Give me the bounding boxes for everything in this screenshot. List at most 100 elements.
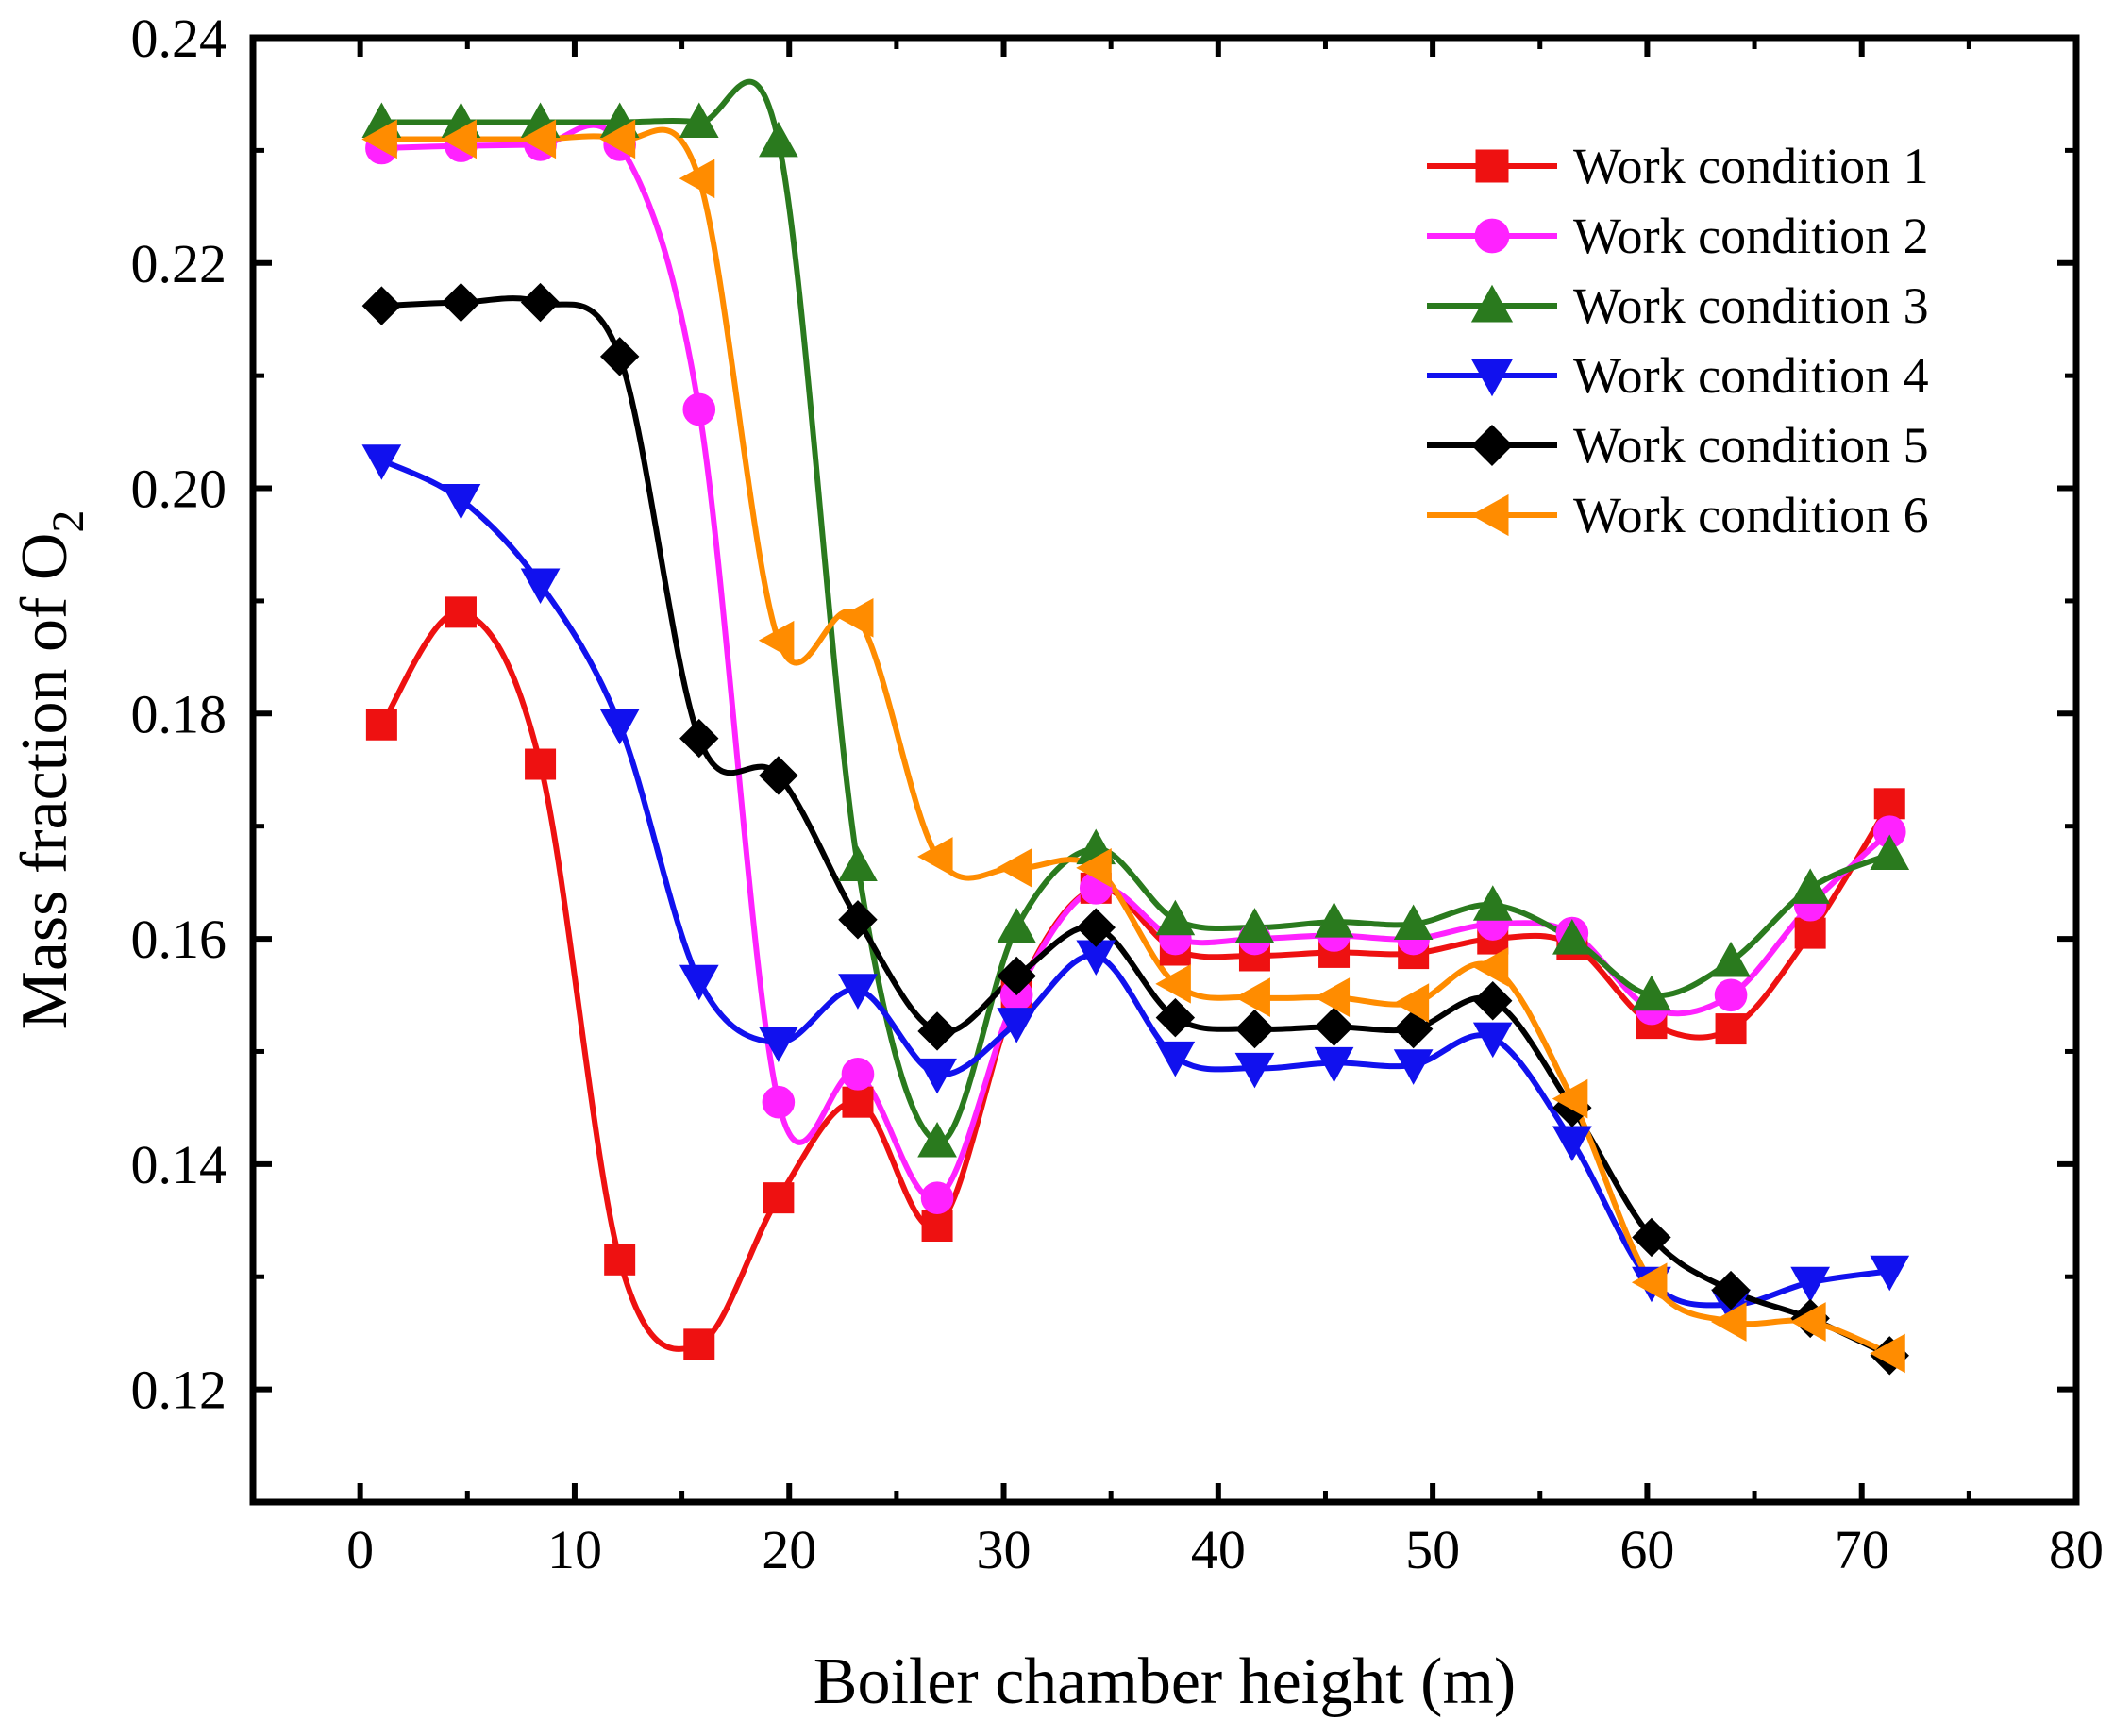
series-5-point xyxy=(1393,1009,1434,1049)
series-6-point xyxy=(758,620,795,660)
legend-marker-3 xyxy=(1470,284,1514,323)
series-3-point xyxy=(1314,902,1354,938)
series-line-6 xyxy=(381,126,1891,1357)
y-tick-label: 0.24 xyxy=(131,8,227,69)
series-4-point xyxy=(1314,1046,1354,1083)
series-6-point xyxy=(1155,963,1191,1004)
series-6-point xyxy=(1631,1262,1668,1303)
series-markers xyxy=(361,102,1910,1376)
series-5-point xyxy=(599,337,640,376)
series-4-point xyxy=(520,568,561,605)
y-tick-label: 0.12 xyxy=(131,1360,227,1421)
series-5-point xyxy=(838,900,878,940)
series-6-point xyxy=(1234,977,1270,1018)
series-6-point xyxy=(997,848,1032,888)
series-5-point xyxy=(1711,1270,1751,1310)
series-6-point xyxy=(1790,1302,1826,1342)
x-tick-label: 50 xyxy=(1405,1519,1460,1580)
series-3-point xyxy=(1552,919,1592,955)
series-1-point xyxy=(604,1244,636,1276)
y-tick-label: 0.16 xyxy=(131,909,227,970)
y-tick-labels: 0.12 0.14 0.16 0.18 0.20 0.22 0.24 xyxy=(131,8,227,1421)
x-tick-label: 30 xyxy=(977,1519,1032,1580)
series-3-point xyxy=(1393,904,1434,941)
svg-text:Mass fraction of O2: Mass fraction of O2 xyxy=(8,510,93,1030)
y-axis-title-subscript: 2 xyxy=(43,510,93,533)
series-1-point xyxy=(365,709,397,741)
series-3-point xyxy=(1870,834,1910,871)
series-3-point xyxy=(1790,868,1831,904)
series-1-point xyxy=(763,1182,795,1214)
series-5-point xyxy=(361,286,402,326)
series-4-point xyxy=(1472,1022,1513,1059)
series-4-point xyxy=(599,709,640,745)
series-6-point xyxy=(1076,848,1112,888)
series-4-point xyxy=(838,974,878,1010)
series-1-point xyxy=(445,596,477,628)
series-6-point xyxy=(917,837,953,876)
series-6-point xyxy=(679,159,715,199)
x-axis-title: Boiler chamber height (m) xyxy=(814,1645,1516,1718)
series-1-point xyxy=(1794,917,1826,949)
series-6-point xyxy=(1711,1302,1747,1342)
series-5-point xyxy=(1632,1217,1671,1258)
series-6-point xyxy=(1314,977,1351,1018)
legend-label-5: Work condition 5 xyxy=(1573,417,1929,474)
legend-marker-1 xyxy=(1475,149,1509,183)
x-tick-labels: 0 10 20 30 40 50 60 70 80 xyxy=(346,1519,2104,1580)
series-3-point xyxy=(838,845,878,881)
series-2-point xyxy=(841,1058,875,1091)
series-3-point xyxy=(1632,975,1671,1011)
series-4-point xyxy=(679,964,719,1001)
series-3-point xyxy=(1711,941,1751,977)
series-2-point xyxy=(682,392,716,426)
series-6-point xyxy=(441,119,477,159)
y-tick-label: 0.18 xyxy=(131,683,227,744)
legend-marker-4 xyxy=(1470,359,1514,397)
series-4-point xyxy=(441,483,481,520)
series-3-point xyxy=(1472,885,1513,921)
legend-label-3: Work condition 3 xyxy=(1573,277,1929,334)
series-3-point xyxy=(1234,908,1275,943)
plot-frame xyxy=(249,34,2080,1506)
series-6-point xyxy=(837,597,874,638)
legend-label-4: Work condition 4 xyxy=(1573,347,1929,404)
series-2-point xyxy=(762,1085,796,1119)
series-1-point xyxy=(842,1086,874,1118)
legend-marker-6 xyxy=(1470,493,1509,537)
series-2-point xyxy=(1714,978,1748,1012)
series-3-point xyxy=(917,1121,957,1158)
series-5-point xyxy=(1076,908,1116,947)
series-6-point xyxy=(1393,983,1430,1023)
y-axis-title: Mass fraction of O xyxy=(8,533,81,1030)
legend-marker-5 xyxy=(1471,425,1513,466)
series-1-point xyxy=(921,1210,953,1243)
series-5-point xyxy=(1314,1007,1354,1046)
x-tick-label: 0 xyxy=(346,1519,374,1580)
series-4-point xyxy=(1234,1052,1275,1089)
legend-label-2: Work condition 2 xyxy=(1573,208,1929,264)
y-tick-label: 0.20 xyxy=(131,459,227,520)
x-tick-label: 10 xyxy=(547,1519,602,1580)
y-tick-label: 0.14 xyxy=(131,1134,227,1195)
series-6-point xyxy=(1870,1333,1905,1374)
series-5-point xyxy=(1234,1009,1275,1049)
series-1-point xyxy=(525,748,557,780)
series-4-point xyxy=(361,444,402,480)
series-5-point xyxy=(1473,981,1513,1021)
y-axis-title-group: Mass fraction of O2 xyxy=(8,510,93,1030)
series-5-point xyxy=(1155,997,1196,1038)
series-5-point xyxy=(759,756,798,795)
series-4-point xyxy=(1790,1266,1831,1303)
series-4-point xyxy=(1393,1049,1434,1085)
x-tick-label: 70 xyxy=(1835,1519,1889,1580)
x-tick-label: 40 xyxy=(1191,1519,1246,1580)
series-1-point xyxy=(1873,788,1905,820)
series-3-point xyxy=(997,908,1037,943)
x-tick-label: 60 xyxy=(1619,1519,1674,1580)
series-4-point xyxy=(1552,1126,1592,1161)
legend-label-6: Work condition 6 xyxy=(1573,487,1929,543)
series-4-point xyxy=(759,1027,798,1062)
series-3-point xyxy=(759,121,798,158)
